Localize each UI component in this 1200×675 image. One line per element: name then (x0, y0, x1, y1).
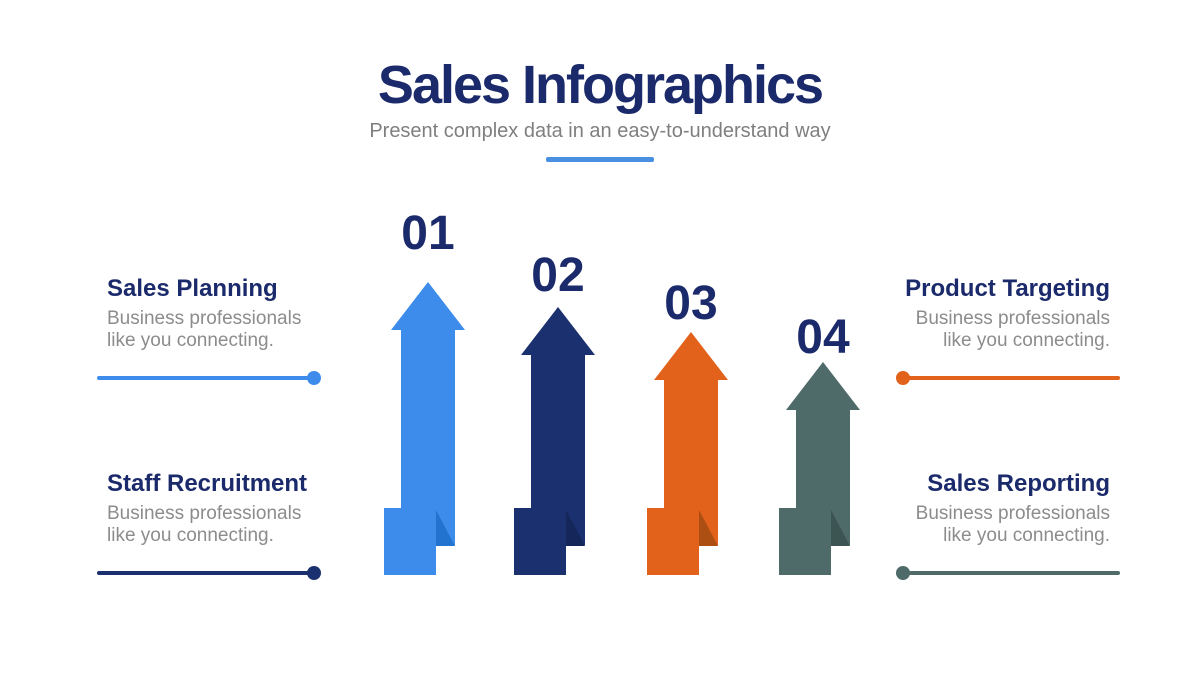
arrow-up-icon (521, 307, 595, 355)
callout-title: Product Targeting (905, 275, 1110, 302)
callout-description: Business professionals like you connecti… (915, 503, 1110, 546)
arrow-up-icon (654, 332, 728, 380)
divider-dot (307, 566, 321, 580)
arrow-up-icon (786, 362, 860, 410)
divider-line (896, 371, 1120, 385)
callout-description: Business professionals like you connecti… (107, 308, 302, 351)
page-title: Sales Infographics (377, 55, 824, 115)
callout-sales-reporting: Sales Reporting Business professionals l… (892, 470, 1120, 585)
arrow-tail-rect (647, 508, 699, 575)
arrow-03 (647, 332, 729, 575)
callout-description: Business professionals like you connecti… (107, 503, 302, 546)
divider-line (97, 371, 321, 385)
arrow-number-03: 03 (664, 277, 718, 330)
arrow-01 (384, 282, 466, 575)
arrow-up-icon (391, 282, 465, 330)
callout-title: Sales Reporting (927, 470, 1110, 497)
arrow-number-04: 04 (796, 311, 850, 364)
callout-title: Sales Planning (107, 275, 278, 302)
arrow-number-01: 01 (401, 207, 455, 260)
title-underline (546, 157, 654, 162)
divider-dot (896, 566, 910, 580)
divider-dot (307, 371, 321, 385)
divider-dot (896, 371, 910, 385)
arrow-04 (779, 362, 861, 575)
divider-line (97, 566, 321, 580)
callout-sales-planning: Sales Planning Business professionals li… (97, 275, 325, 390)
callout-staff-recruitment: Staff Recruitment Business professionals… (97, 470, 325, 585)
callout-product-targeting: Product Targeting Business professionals… (892, 275, 1120, 390)
divider-line (896, 566, 1120, 580)
callout-title: Staff Recruitment (107, 470, 308, 497)
arrow-number-02: 02 (531, 249, 585, 302)
arrow-tail-rect (779, 508, 831, 575)
callout-description: Business professionals like you connecti… (915, 308, 1110, 351)
page-subtitle: Present complex data in an easy-to-under… (369, 120, 831, 142)
arrow-02 (514, 307, 596, 575)
arrow-tail-rect (514, 508, 566, 575)
arrow-tail-rect (384, 508, 436, 575)
